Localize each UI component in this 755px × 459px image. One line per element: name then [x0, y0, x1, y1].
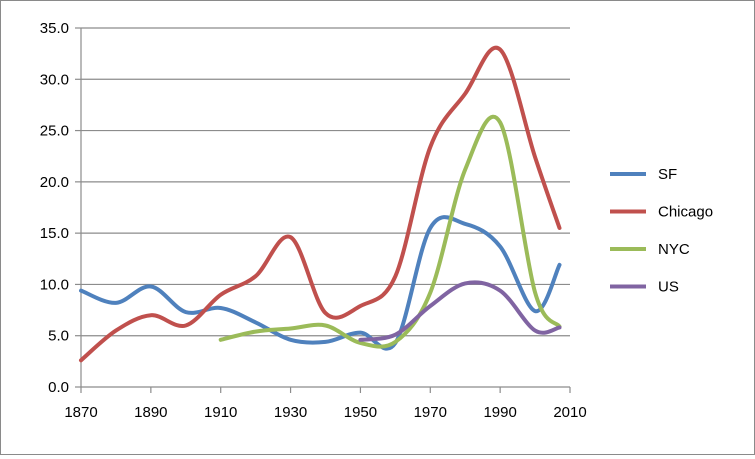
y-tick-label: 10.0	[40, 276, 69, 293]
x-tick-label: 1930	[274, 404, 307, 421]
gridlines	[81, 27, 570, 337]
series-line-nyc	[218, 114, 562, 349]
y-tick-label: 5.0	[48, 328, 69, 345]
legend-label-sf: SF	[658, 166, 677, 183]
x-tick-label: 1970	[414, 404, 447, 421]
series-lines	[79, 45, 562, 363]
y-tick-label: 30.0	[40, 71, 69, 88]
y-tick-label: 0.0	[48, 379, 69, 396]
legend-label-nyc: NYC	[658, 241, 690, 258]
x-tick-label: 1950	[344, 404, 377, 421]
y-tick-label: 20.0	[40, 174, 69, 191]
x-tick-label: 1870	[64, 404, 97, 421]
x-tick-label: 1990	[483, 404, 516, 421]
x-tick-label: 2010	[553, 404, 586, 421]
series-line-chicago	[79, 45, 562, 363]
y-tick-label: 15.0	[40, 225, 69, 242]
legend-label-us: US	[658, 279, 679, 296]
series-line-sf	[79, 215, 562, 351]
legend: SF Chicago NYC US	[610, 166, 713, 296]
axes: 0.0 5.0 10.0 15.0 20.0 25.0 30.0 35.0 1870 1890 19…	[40, 20, 587, 421]
y-tick-label: 25.0	[40, 123, 69, 140]
x-tick-label: 1910	[204, 404, 237, 421]
x-tick-label: 1890	[134, 404, 167, 421]
y-tick-label: 35.0	[40, 20, 69, 37]
legend-label-chicago: Chicago	[658, 204, 713, 221]
series-line-us	[358, 280, 562, 342]
